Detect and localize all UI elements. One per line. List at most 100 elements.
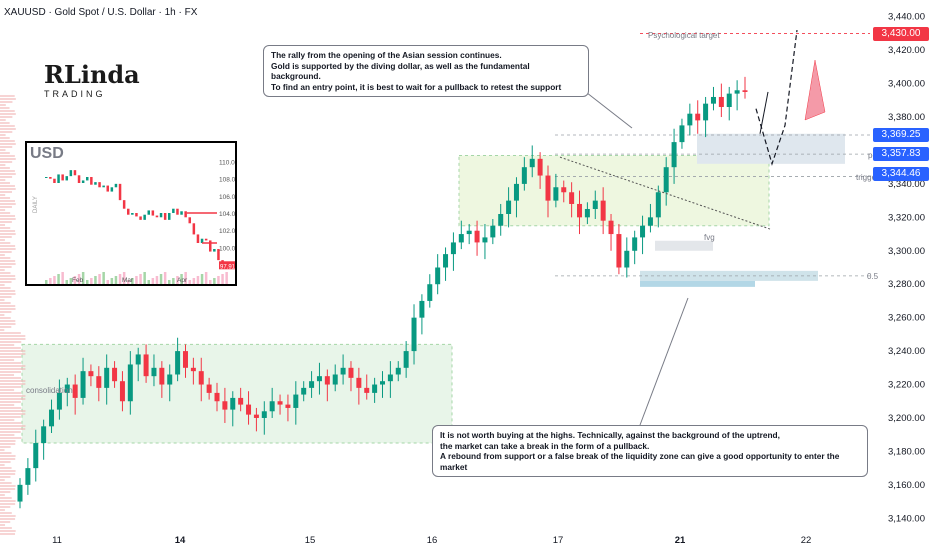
volume-profile-bar bbox=[0, 389, 15, 391]
volume-profile-bar bbox=[0, 473, 16, 475]
candle-body bbox=[529, 158, 535, 168]
candle-body bbox=[703, 103, 709, 121]
volume-profile-bar bbox=[0, 509, 5, 511]
inset-candle bbox=[168, 213, 171, 220]
callout-top-line: The rally from the opening of the Asian … bbox=[271, 50, 502, 60]
candle-body bbox=[655, 192, 661, 218]
volume-profile-bar bbox=[0, 188, 16, 190]
candle-body bbox=[167, 374, 173, 385]
candle-body bbox=[671, 142, 677, 168]
volume-profile-bar bbox=[0, 506, 11, 508]
inset-candle bbox=[69, 170, 73, 177]
inset-candle bbox=[204, 238, 208, 241]
volume-profile-bar bbox=[0, 125, 15, 127]
candle-body bbox=[663, 167, 669, 193]
volume-profile-bar bbox=[0, 518, 16, 520]
volume-profile-bar bbox=[0, 299, 5, 301]
candle-body bbox=[482, 237, 488, 243]
inset-candle bbox=[45, 177, 48, 178]
inset-volume-bar bbox=[110, 278, 114, 284]
volume-profile-bar bbox=[0, 452, 12, 454]
inset-volume-bar bbox=[188, 280, 191, 284]
volume-profile-bar bbox=[0, 419, 15, 421]
volume-profile-bar bbox=[0, 422, 22, 424]
callout-bottom: It is not worth buying at the highs. Tec… bbox=[432, 425, 868, 477]
inset-volume-bar bbox=[77, 274, 81, 284]
volume-profile-bar bbox=[0, 485, 16, 487]
price-axis-tick: 3,300.00 bbox=[888, 246, 925, 257]
candle-body bbox=[387, 374, 393, 382]
inset-volume-bar bbox=[135, 276, 138, 284]
price-axis-tick: 3,380.00 bbox=[888, 112, 925, 123]
volume-profile-bar bbox=[0, 206, 12, 208]
volume-profile-bar bbox=[0, 374, 15, 376]
volume-profile-bar bbox=[0, 482, 12, 484]
inset-candle bbox=[106, 185, 109, 192]
volume-profile-bar bbox=[0, 116, 13, 118]
volume-profile-bar bbox=[0, 347, 21, 349]
candle-body bbox=[372, 384, 378, 393]
inset-candle bbox=[94, 182, 97, 185]
time-axis-tick: 21 bbox=[675, 535, 686, 546]
inset-volume-bar bbox=[151, 278, 155, 284]
inset-candle bbox=[200, 238, 204, 243]
inset-volume-bar bbox=[155, 276, 159, 284]
trend-line bbox=[559, 156, 771, 230]
inset-volume-bar bbox=[86, 280, 89, 284]
inset-candle bbox=[139, 216, 142, 220]
volume-profile-bar bbox=[0, 494, 5, 496]
candle-body bbox=[490, 225, 496, 238]
volume-profile-bar bbox=[0, 353, 26, 355]
inset-last-label: 97.91 bbox=[220, 264, 235, 270]
inset-volume-bar bbox=[139, 274, 142, 284]
price-axis-tick: 3,340.00 bbox=[888, 179, 925, 190]
inset-volume-bar bbox=[159, 274, 163, 284]
volume-profile-bar bbox=[0, 218, 16, 220]
price-axis-tick: 3,260.00 bbox=[888, 313, 925, 324]
candle-body bbox=[640, 225, 646, 238]
candle-body bbox=[324, 376, 330, 385]
inset-title: USD bbox=[30, 145, 64, 162]
volume-profile-bar bbox=[0, 431, 21, 433]
inset-volume-bar bbox=[176, 276, 179, 284]
volume-profile-bar bbox=[0, 464, 5, 466]
volume-profile-bar bbox=[0, 119, 6, 121]
fvg-zone bbox=[655, 240, 713, 251]
volume-profile-bar bbox=[0, 215, 16, 217]
symbol-title[interactable]: XAUUSD · Gold Spot / U.S. Dollar · 1h · … bbox=[4, 7, 198, 18]
candle-body bbox=[332, 374, 338, 385]
candle-body bbox=[695, 113, 701, 121]
inset-candle bbox=[209, 240, 212, 252]
inset-time-tick: Feb bbox=[72, 277, 84, 284]
inset-volume-bar bbox=[122, 272, 126, 284]
candle-body bbox=[569, 192, 575, 204]
inset-volume-bar bbox=[57, 274, 60, 284]
volume-profile-bar bbox=[0, 95, 15, 97]
candle-body bbox=[96, 376, 102, 388]
inset-volume-bar bbox=[172, 278, 175, 284]
volume-profile-bar bbox=[0, 197, 11, 199]
volume-profile-bar bbox=[0, 470, 16, 472]
candle-body bbox=[182, 351, 188, 368]
candle-body bbox=[119, 381, 125, 402]
candle-body bbox=[293, 394, 299, 408]
callout-top-line: Gold is supported by the diving dollar, … bbox=[271, 60, 530, 82]
volume-profile-bar bbox=[0, 455, 16, 457]
inset-candle bbox=[155, 215, 159, 218]
inset-candle bbox=[143, 214, 146, 220]
projection-up-arrow bbox=[759, 91, 769, 134]
inset-candle bbox=[131, 213, 134, 215]
inset-candle bbox=[196, 234, 200, 243]
inset-candle bbox=[90, 177, 93, 185]
volume-profile-bar bbox=[0, 344, 15, 346]
volume-profile-bar bbox=[0, 479, 5, 481]
candle-body bbox=[364, 387, 370, 393]
candle-body bbox=[427, 284, 433, 301]
inset-candle bbox=[213, 249, 216, 252]
candle-body bbox=[513, 183, 519, 201]
volume-profile-bar bbox=[0, 377, 22, 379]
candle-body bbox=[64, 384, 70, 393]
volume-profile-bar bbox=[0, 404, 15, 406]
candle-body bbox=[88, 371, 94, 377]
